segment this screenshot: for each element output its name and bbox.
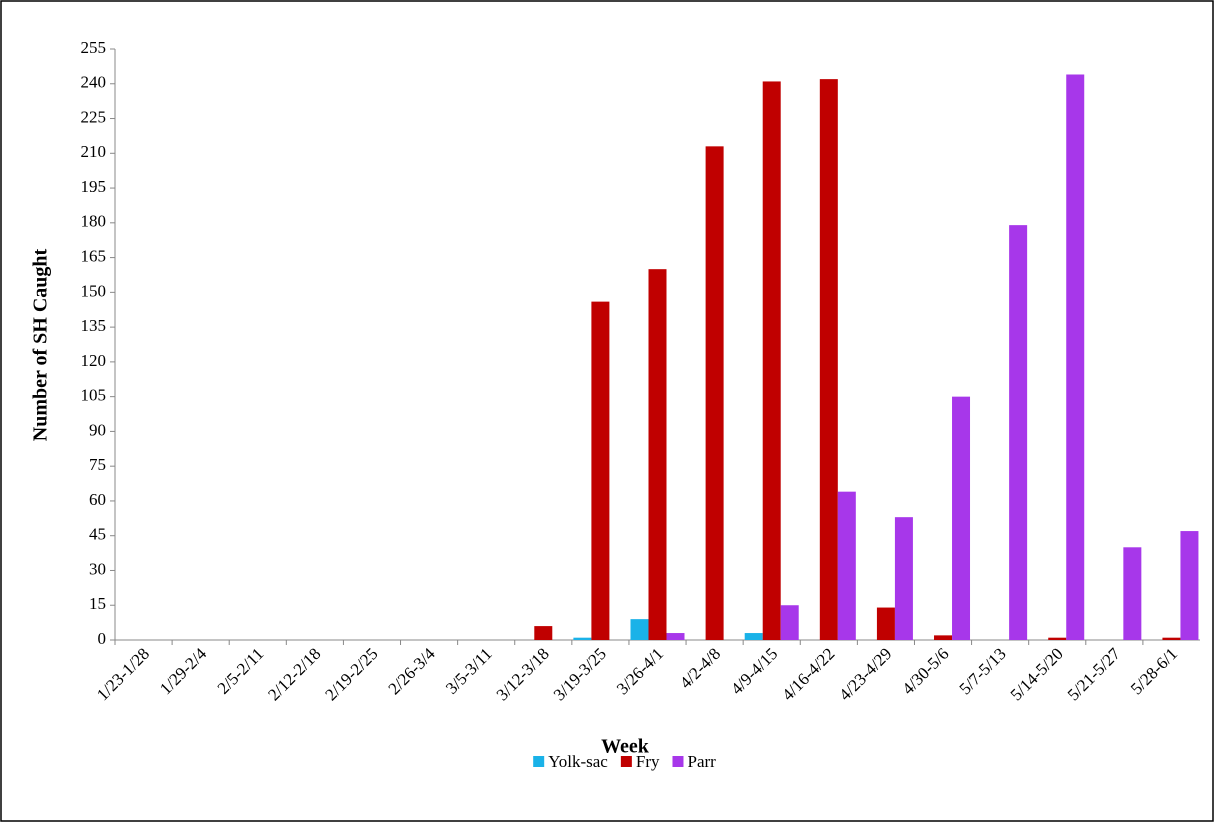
y-tick-label: 210 — [81, 142, 107, 161]
bar — [1009, 225, 1028, 640]
bar — [648, 269, 667, 640]
y-tick-label: 75 — [89, 455, 106, 474]
y-tick-label: 0 — [98, 629, 107, 648]
y-tick-label: 60 — [89, 490, 106, 509]
y-tick-label: 165 — [81, 246, 107, 265]
bar — [837, 491, 856, 640]
bar — [1123, 547, 1142, 640]
y-tick-label: 255 — [81, 38, 107, 57]
bar — [744, 633, 763, 640]
y-tick-label: 45 — [89, 525, 106, 544]
bar — [705, 146, 724, 640]
y-tick-label: 195 — [81, 177, 107, 196]
bar — [591, 301, 610, 640]
y-tick-label: 105 — [81, 386, 107, 405]
y-tick-label: 180 — [81, 212, 107, 231]
bar — [819, 79, 838, 641]
bar — [894, 517, 913, 640]
bar — [1180, 531, 1199, 640]
x-axis-title: Week — [601, 736, 650, 758]
bar — [934, 635, 953, 640]
legend-swatch — [672, 756, 684, 767]
y-tick-label: 15 — [89, 594, 106, 613]
bar — [1066, 74, 1085, 640]
y-tick-label: 225 — [81, 107, 107, 126]
y-tick-label: 90 — [89, 420, 106, 439]
bar — [762, 81, 781, 640]
bar — [952, 396, 971, 640]
bar — [573, 637, 592, 640]
y-tick-label: 240 — [81, 73, 107, 92]
bar — [1162, 637, 1181, 640]
legend-swatch — [620, 756, 632, 767]
bar — [780, 605, 799, 640]
legend-label: Yolk-sac — [548, 752, 608, 771]
y-tick-label: 30 — [89, 559, 106, 578]
y-tick-label: 135 — [81, 316, 107, 335]
bar — [876, 607, 895, 640]
bar — [630, 619, 649, 640]
bar — [534, 626, 553, 640]
legend-label: Fry — [636, 752, 660, 771]
legend-swatch — [533, 756, 545, 767]
bar — [666, 633, 685, 640]
y-tick-label: 150 — [81, 281, 107, 300]
legend-label: Parr — [687, 752, 716, 771]
y-axis-title: Number of SH Caught — [30, 248, 52, 441]
bar — [1048, 637, 1067, 640]
y-tick-label: 120 — [81, 351, 107, 370]
